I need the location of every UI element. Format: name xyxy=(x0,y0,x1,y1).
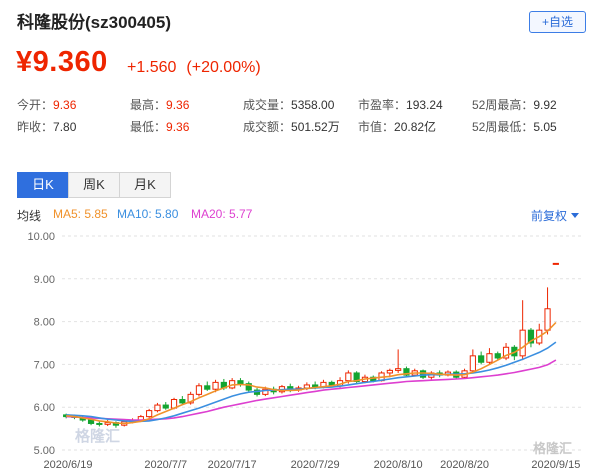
period-tabs: 日K 周K 月K xyxy=(17,172,171,198)
quote-cell: 最高：9.36 xyxy=(130,96,189,113)
quote-cell: 52周最低：5.05 xyxy=(472,118,557,135)
candle-body xyxy=(104,422,111,425)
x-tick-label: 2020/8/20 xyxy=(440,459,489,471)
legend-ma10: MA10: 5.80 xyxy=(117,207,179,221)
quote-label: 52周最高： xyxy=(472,98,534,112)
y-tick-label: 8.00 xyxy=(34,317,55,329)
quote-value: 5.05 xyxy=(533,120,557,134)
y-tick-label: 6.00 xyxy=(34,402,55,414)
candle-body xyxy=(478,355,485,363)
quote-label: 成交量： xyxy=(243,98,292,112)
quote-cell: 市值：20.82亿 xyxy=(358,118,436,135)
candle-body xyxy=(486,353,493,363)
candle-body xyxy=(502,346,510,359)
candle-body xyxy=(345,372,352,382)
legend-ma5: MA5: 5.85 xyxy=(53,207,108,221)
y-tick-label: 9.00 xyxy=(34,274,55,286)
ma20-line xyxy=(66,359,557,421)
candle-body xyxy=(154,404,161,412)
quote-cell: 52周最高：9.92 xyxy=(472,96,557,113)
change-amount: +1.560 xyxy=(127,59,177,76)
ma10-line xyxy=(66,341,557,423)
quote-value: 5358.00 xyxy=(291,98,335,112)
candle-body xyxy=(395,368,402,371)
price-row: ¥9.360 +1.560 (+20.00%) xyxy=(16,46,261,82)
quote-value: 7.80 xyxy=(53,120,77,134)
candle-body xyxy=(187,393,194,404)
candle-body xyxy=(262,388,269,395)
candle-body xyxy=(386,369,393,374)
stock-title: 科隆股份(sz300405) xyxy=(17,13,172,32)
candle-body xyxy=(527,329,535,344)
candle-body xyxy=(237,380,244,385)
candle-body xyxy=(212,381,219,390)
watermark-logo: 格隆汇 xyxy=(533,441,572,457)
quote-cell: 昨收：7.80 xyxy=(17,118,76,135)
quote-label: 昨收： xyxy=(17,120,54,134)
adjust-dropdown[interactable]: 前复权 xyxy=(531,207,580,224)
tab-weekly-k[interactable]: 周K xyxy=(68,172,120,198)
quote-label: 最低： xyxy=(130,120,167,134)
candle-body xyxy=(146,410,153,418)
tab-monthly-k[interactable]: 月K xyxy=(119,172,171,198)
price-change: +1.560 (+20.00%) xyxy=(127,59,261,77)
candle-body xyxy=(245,383,252,391)
candle-body xyxy=(195,385,203,395)
kline-chart: 10.00 9.00 8.00 7.00 6.00 5.00 2020/6/19 2020/7… xyxy=(27,231,582,471)
quote-label: 成交额： xyxy=(243,120,292,134)
quote-cell: 最低：9.36 xyxy=(130,118,189,135)
x-tick-label: 2020/7/7 xyxy=(144,459,187,471)
candle-body xyxy=(162,404,169,409)
current-price: ¥9.360 xyxy=(16,46,108,78)
quote-label: 今开： xyxy=(17,98,54,112)
add-watchlist-button[interactable]: +自选 xyxy=(529,11,586,33)
candle-body xyxy=(494,353,501,359)
chevron-down-icon xyxy=(571,213,580,218)
y-tick-label: 7.00 xyxy=(34,359,55,371)
adjust-label: 前复权 xyxy=(531,209,568,223)
quote-value: 501.52万 xyxy=(291,120,340,134)
quote-value: 9.36 xyxy=(53,98,77,112)
candle-body xyxy=(96,422,103,425)
candle-body xyxy=(204,385,211,390)
quote-value: 20.82亿 xyxy=(394,120,437,134)
quote-label: 最高： xyxy=(130,98,167,112)
quote-label: 市值： xyxy=(358,120,395,134)
legend-ma20: MA20: 5.77 xyxy=(191,207,253,221)
quote-value: 9.36 xyxy=(166,98,190,112)
x-tick-label: 2020/7/17 xyxy=(208,459,257,471)
candle-body xyxy=(519,329,526,357)
quote-value: 193.24 xyxy=(406,98,443,112)
quote-label: 市盈率： xyxy=(358,98,407,112)
quote-cell: 成交额：501.52万 xyxy=(243,118,340,135)
watermark-logo: 格隆汇 xyxy=(75,427,120,445)
quote-value: 9.92 xyxy=(533,98,557,112)
x-tick-label: 2020/8/10 xyxy=(374,459,423,471)
candle-body xyxy=(179,398,186,404)
candle-body xyxy=(403,368,410,376)
quote-cell: 市盈率：193.24 xyxy=(358,96,443,113)
quote-cell: 成交量：5358.00 xyxy=(243,96,334,113)
candle-body xyxy=(87,419,95,424)
candle-body xyxy=(419,370,427,378)
candle-body xyxy=(353,372,360,383)
quote-cell: 今开：9.36 xyxy=(17,96,76,113)
quote-label: 52周最低： xyxy=(472,120,534,134)
change-percent: (+20.00%) xyxy=(186,59,261,76)
y-tick-label: 10.00 xyxy=(27,231,55,243)
candle-body xyxy=(552,262,559,265)
quote-value: 9.36 xyxy=(166,120,190,134)
tab-daily-k[interactable]: 日K xyxy=(17,172,69,198)
y-tick-label: 5.00 xyxy=(34,445,55,457)
ma5-line xyxy=(66,321,557,425)
x-tick-label: 2020/9/15 xyxy=(531,459,580,471)
candle-body xyxy=(544,308,551,331)
candle-body xyxy=(469,355,476,372)
x-tick-label: 2020/6/19 xyxy=(44,459,93,471)
x-tick-label: 2020/7/29 xyxy=(291,459,340,471)
legend-label: 均线 xyxy=(17,209,42,223)
